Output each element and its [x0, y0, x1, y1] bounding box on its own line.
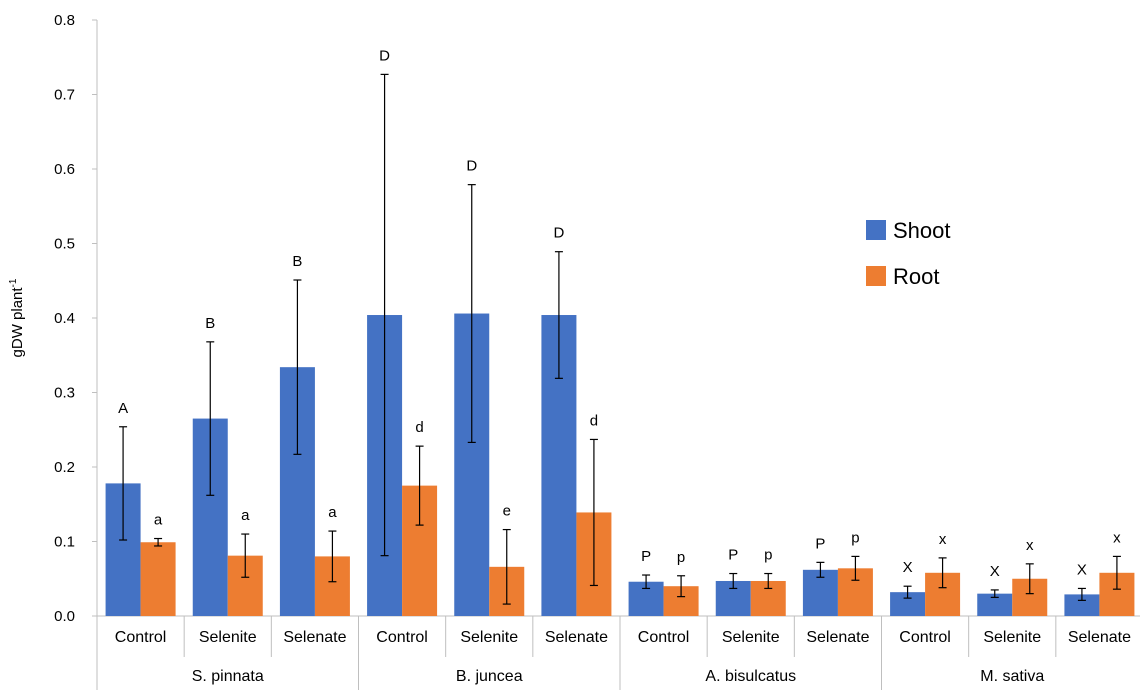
significance-label: B [205, 315, 215, 332]
y-tick-label: 0.4 [54, 310, 75, 327]
significance-label: x [1026, 537, 1034, 554]
shoot-legend-label: Shoot [893, 218, 951, 243]
y-tick-label: 0.8 [54, 12, 75, 29]
group-label: B. juncea [456, 668, 523, 685]
significance-label: D [553, 225, 564, 242]
category-label: Selenite [460, 629, 518, 646]
y-axis-title-text: gDW plant [9, 287, 26, 358]
shoot-bar [890, 592, 926, 616]
y-tick-label: 0.6 [54, 161, 75, 178]
significance-label: p [677, 549, 685, 566]
significance-label: P [641, 548, 651, 565]
significance-label: d [590, 412, 598, 429]
category-label: Selenate [283, 629, 346, 646]
significance-label: p [851, 529, 859, 546]
category-label: Selenate [806, 629, 869, 646]
category-label: Selenite [199, 629, 257, 646]
root-legend-swatch [866, 266, 886, 286]
category-label: Control [115, 629, 167, 646]
significance-label: X [990, 563, 1000, 580]
significance-label: p [764, 547, 772, 564]
significance-label: D [379, 47, 390, 64]
category-label: Control [899, 629, 951, 646]
category-label: Selenite [722, 629, 780, 646]
shoot-bar [1064, 594, 1100, 616]
y-tick-label: 0.0 [54, 608, 75, 625]
y-tick-label: 0.7 [54, 87, 75, 104]
y-tick-label: 0.3 [54, 385, 75, 402]
significance-label: X [903, 559, 913, 576]
category-label: Selenite [983, 629, 1041, 646]
group-label: M. sativa [980, 668, 1044, 685]
plot-area: 0.0 0.1 0.2 0.3 0.4 0.5 0.6 0.7 0.8 S. pinnata Con… [54, 12, 1140, 690]
significance-label: x [939, 531, 947, 548]
root-legend-label: Root [893, 264, 939, 289]
category-label: Selenate [1068, 629, 1131, 646]
shoot-bar [977, 593, 1013, 616]
group-label: S. pinnata [192, 668, 264, 685]
significance-label: P [728, 547, 738, 564]
significance-label: X [1077, 561, 1087, 578]
y-tick-label: 0.5 [54, 236, 75, 253]
significance-label: a [328, 504, 337, 521]
legend: Shoot Root [866, 218, 951, 289]
significance-label: D [466, 158, 477, 175]
group-label: A. bisulcatus [705, 668, 796, 685]
significance-label: a [241, 507, 250, 524]
significance-label: d [415, 419, 423, 436]
y-tick-label: 0.1 [54, 534, 75, 551]
category-label: Selenate [545, 629, 608, 646]
significance-label: A [118, 400, 128, 417]
y-tick-label: 0.2 [54, 459, 75, 476]
significance-label: e [503, 503, 511, 520]
significance-label: a [154, 512, 163, 529]
significance-label: P [815, 535, 825, 552]
y-axis-title: gDW plant-1 [8, 278, 26, 357]
shoot-legend-swatch [866, 220, 886, 240]
y-axis-title-superscript: -1 [8, 278, 19, 287]
significance-label: x [1113, 529, 1121, 546]
root-bar [140, 542, 176, 616]
category-label: Control [638, 629, 690, 646]
category-label: Control [376, 629, 428, 646]
significance-label: B [292, 253, 302, 270]
